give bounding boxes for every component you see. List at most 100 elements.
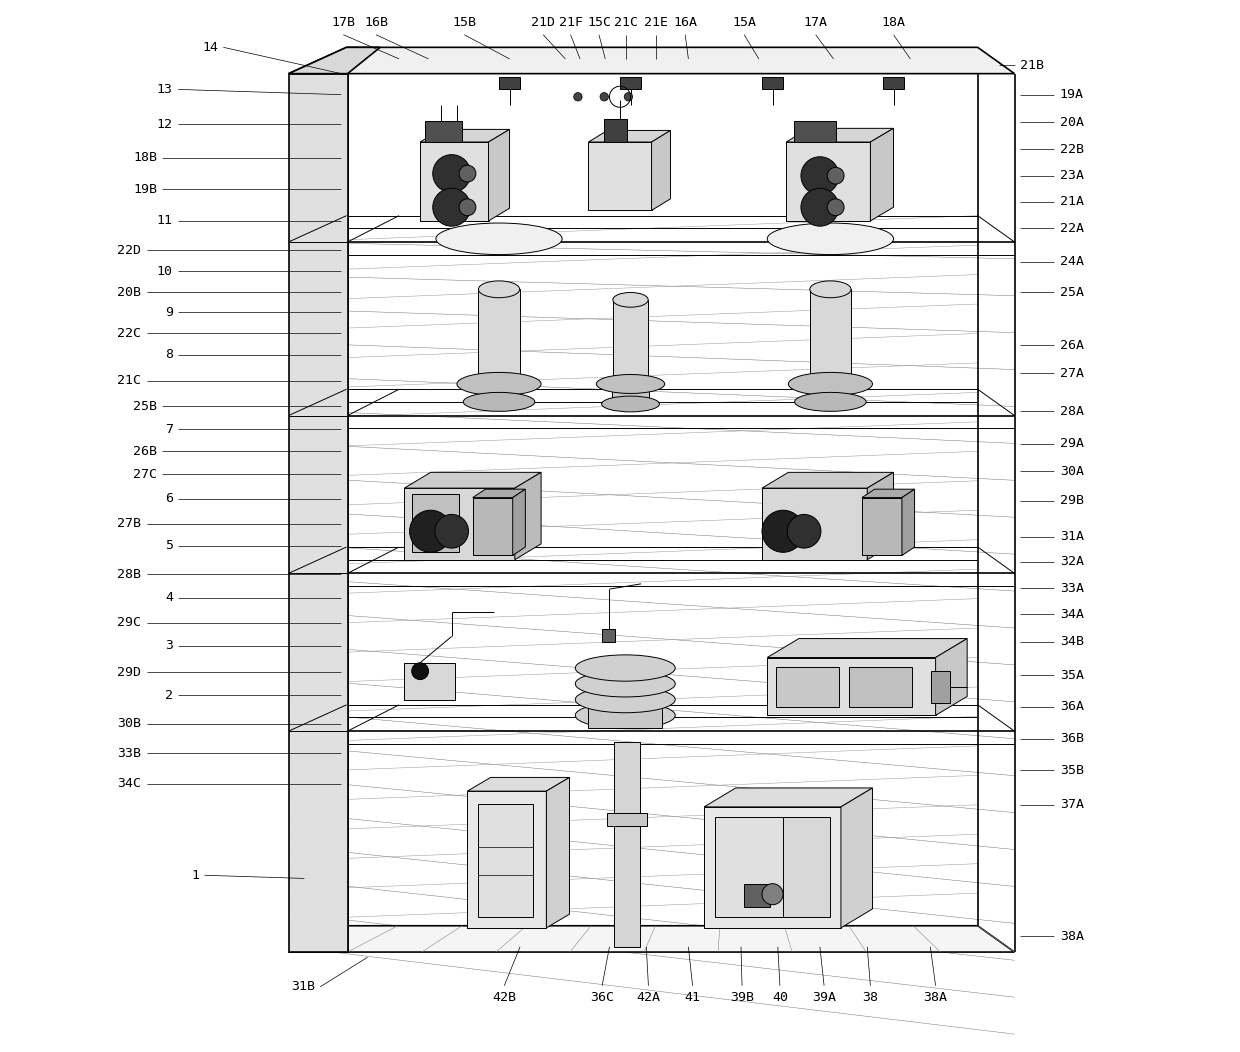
Polygon shape [515, 472, 541, 560]
Bar [611, 383, 650, 402]
Circle shape [433, 188, 471, 226]
Text: 2: 2 [165, 689, 172, 702]
Bar [744, 884, 770, 907]
Text: 6: 6 [165, 492, 172, 505]
Text: 31B: 31B [291, 980, 315, 993]
Text: 11: 11 [157, 215, 172, 227]
Text: 35B: 35B [1060, 764, 1084, 776]
Ellipse shape [436, 223, 562, 255]
Text: 40: 40 [773, 991, 787, 1004]
Polygon shape [489, 129, 510, 221]
Bar [931, 671, 950, 703]
Text: 33B: 33B [118, 747, 141, 760]
Circle shape [827, 167, 844, 184]
Ellipse shape [464, 392, 534, 411]
Text: 21A: 21A [1060, 196, 1084, 208]
Text: 27A: 27A [1060, 367, 1084, 380]
Polygon shape [289, 47, 1014, 74]
Bar [467, 791, 547, 928]
Text: 39B: 39B [730, 991, 754, 1004]
Bar [477, 804, 533, 917]
Text: 29C: 29C [118, 616, 141, 629]
Bar [412, 494, 459, 552]
Text: 8: 8 [165, 348, 172, 361]
Circle shape [433, 155, 471, 193]
Ellipse shape [479, 281, 520, 298]
Bar [479, 289, 520, 379]
Text: 17B: 17B [331, 17, 356, 29]
Text: 37A: 37A [1060, 798, 1084, 811]
Text: 19A: 19A [1060, 88, 1084, 101]
Bar [763, 488, 867, 560]
Bar [472, 498, 512, 555]
Bar [404, 488, 515, 560]
Ellipse shape [575, 671, 676, 697]
Text: 18B: 18B [133, 151, 157, 164]
Text: 16A: 16A [673, 17, 697, 29]
Bar [420, 142, 489, 221]
Circle shape [412, 663, 429, 680]
Bar [768, 658, 936, 715]
Text: 36C: 36C [590, 991, 614, 1004]
Bar [810, 381, 852, 400]
Ellipse shape [575, 654, 676, 682]
Text: 29B: 29B [1060, 494, 1084, 507]
Polygon shape [870, 128, 894, 221]
Text: 25B: 25B [133, 400, 157, 412]
Text: 5: 5 [165, 540, 172, 552]
Text: 22A: 22A [1060, 222, 1084, 235]
Text: 22D: 22D [118, 244, 141, 257]
Text: 21F: 21F [558, 17, 583, 29]
Bar [704, 807, 841, 928]
Bar [763, 77, 784, 89]
Text: 4: 4 [165, 591, 172, 604]
Bar [883, 77, 904, 89]
Text: 21E: 21E [644, 17, 668, 29]
Text: 12: 12 [157, 118, 172, 130]
Text: 14: 14 [202, 41, 218, 54]
Text: 15C: 15C [587, 17, 611, 29]
Bar [714, 817, 825, 917]
Ellipse shape [456, 372, 541, 396]
Circle shape [763, 884, 784, 905]
Text: 7: 7 [165, 423, 172, 436]
Polygon shape [289, 47, 381, 74]
Text: 21D: 21D [531, 17, 556, 29]
Text: 36B: 36B [1060, 732, 1084, 745]
Bar [849, 667, 913, 707]
Polygon shape [467, 777, 569, 791]
Text: 35A: 35A [1060, 669, 1084, 682]
Ellipse shape [768, 223, 894, 255]
Text: 38A: 38A [924, 991, 947, 1004]
Polygon shape [512, 489, 526, 555]
Bar [810, 289, 851, 379]
Ellipse shape [575, 687, 676, 713]
Polygon shape [289, 926, 1014, 952]
Text: 38A: 38A [1060, 930, 1084, 943]
Bar [477, 381, 520, 400]
Text: 25A: 25A [1060, 286, 1084, 299]
Bar [589, 142, 651, 210]
Text: 33A: 33A [1060, 582, 1084, 594]
Circle shape [459, 165, 476, 182]
Text: 28B: 28B [118, 568, 141, 581]
Bar [604, 119, 627, 142]
Circle shape [801, 157, 838, 195]
Circle shape [435, 514, 469, 548]
Text: 42B: 42B [492, 991, 516, 1004]
Text: 29A: 29A [1060, 438, 1084, 450]
Polygon shape [786, 128, 894, 142]
Polygon shape [768, 639, 967, 658]
Text: 36A: 36A [1060, 701, 1084, 713]
Polygon shape [651, 130, 671, 210]
Text: 21B: 21B [1019, 59, 1044, 72]
Polygon shape [404, 472, 541, 488]
Text: 42A: 42A [636, 991, 661, 1004]
Circle shape [459, 199, 476, 216]
Text: 18A: 18A [882, 17, 905, 29]
Polygon shape [472, 489, 526, 498]
Text: 34C: 34C [118, 777, 141, 790]
Text: 39A: 39A [812, 991, 836, 1004]
Text: 27B: 27B [118, 518, 141, 530]
Text: 21C: 21C [614, 17, 639, 29]
